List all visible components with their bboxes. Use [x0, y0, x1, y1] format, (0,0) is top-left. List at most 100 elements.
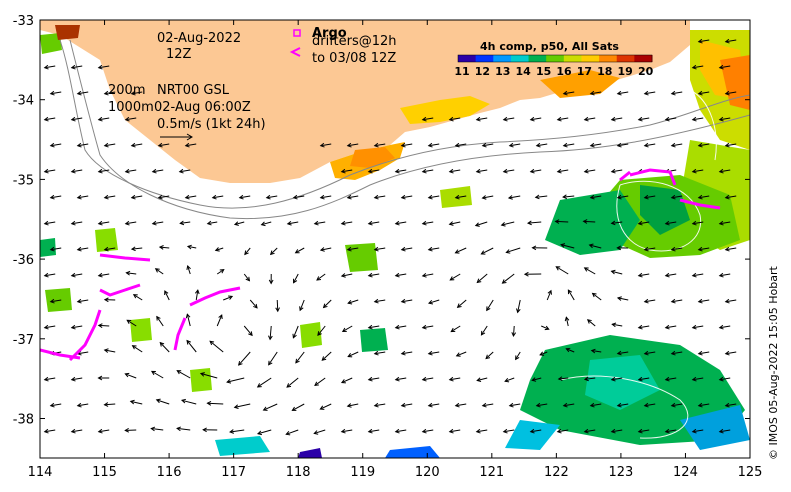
- current-vector: [482, 143, 494, 147]
- current-vector-head: [130, 90, 136, 96]
- current-vector-head: [508, 142, 514, 148]
- current-vector: [180, 221, 191, 224]
- current-vector: [176, 370, 191, 379]
- current-vector: [179, 169, 191, 173]
- current-vector: [77, 299, 89, 303]
- current-vector: [286, 429, 299, 435]
- current-vector-head: [176, 426, 182, 432]
- current-vector-head: [643, 350, 649, 356]
- current-vector-head: [131, 345, 137, 350]
- current-vector-head: [486, 306, 491, 312]
- current-vector: [317, 325, 326, 336]
- current-vector: [725, 91, 737, 95]
- scale-arrow: [160, 133, 193, 141]
- current-vector-head: [43, 428, 49, 434]
- current-vector: [515, 351, 521, 360]
- current-vector: [584, 117, 596, 121]
- current-vector-head: [268, 360, 273, 366]
- current-vector-head: [268, 335, 273, 341]
- current-vector-head: [43, 376, 49, 382]
- current-vector-head: [319, 247, 325, 252]
- current-vector-head: [610, 428, 616, 434]
- current-vector-head: [421, 116, 427, 122]
- date-label: 02-Aug-2022: [157, 31, 242, 46]
- lat-tick-label: -37: [13, 333, 34, 348]
- current-vector: [186, 314, 191, 327]
- current-vector: [368, 377, 380, 381]
- current-vector-head: [589, 142, 595, 148]
- current-vector-head: [159, 341, 165, 347]
- current-vector-head: [448, 376, 454, 382]
- current-vector: [293, 195, 305, 199]
- current-vector: [563, 91, 575, 95]
- current-vector-head: [43, 220, 49, 226]
- product-label: NRT00 GSL: [157, 83, 229, 98]
- current-vector-head: [474, 222, 480, 227]
- current-vector: [159, 342, 170, 353]
- lon-tick-label: 123: [608, 465, 633, 480]
- current-vector: [50, 91, 62, 95]
- current-vector: [455, 403, 467, 407]
- current-vector: [584, 377, 596, 380]
- current-vector: [449, 117, 461, 121]
- current-vector-head: [526, 220, 532, 226]
- current-vector: [665, 377, 677, 381]
- current-vector: [320, 403, 332, 410]
- current-vector: [159, 246, 170, 249]
- current-vector-head: [427, 246, 433, 252]
- current-vector-head: [211, 194, 217, 200]
- current-vector-head: [97, 116, 103, 122]
- current-vector: [506, 247, 521, 253]
- current-vector: [719, 117, 731, 121]
- current-vector: [449, 377, 461, 381]
- current-vector: [671, 143, 683, 147]
- current-vector-head: [480, 250, 486, 255]
- time-label: 12Z: [166, 47, 192, 62]
- current-vector: [719, 273, 731, 277]
- current-vector-head: [610, 168, 616, 174]
- current-vector-head: [697, 142, 703, 148]
- current-vector-head: [565, 347, 571, 353]
- current-vector: [98, 324, 110, 327]
- current-vector: [347, 143, 359, 147]
- current-vector-head: [129, 399, 135, 405]
- current-vector: [455, 143, 467, 147]
- current-vector: [207, 402, 224, 405]
- current-vector-head: [583, 168, 589, 174]
- current-vector: [665, 117, 677, 121]
- current-vector-head: [539, 351, 545, 356]
- current-vector-head: [616, 142, 622, 148]
- lon-tick-label: 118: [286, 465, 311, 480]
- current-vector-head: [367, 220, 373, 226]
- colorbar-frame: [457, 54, 653, 63]
- current-vector-head: [610, 220, 616, 226]
- current-vector: [98, 221, 110, 225]
- current-vector: [374, 299, 386, 303]
- lon-tick-label: 121: [479, 465, 504, 480]
- current-vector: [395, 273, 407, 277]
- current-vector-head: [233, 221, 239, 226]
- current-vector-head: [421, 220, 427, 226]
- current-vector: [428, 403, 440, 407]
- current-vector: [428, 143, 440, 147]
- contour-1000-label: 1000m: [108, 100, 154, 115]
- lon-tick-label: 120: [415, 465, 440, 480]
- current-vector: [292, 403, 305, 411]
- current-vector: [638, 377, 650, 381]
- current-vector-head: [97, 168, 103, 174]
- current-vector: [725, 247, 737, 251]
- current-vector: [71, 169, 83, 173]
- current-vector: [104, 143, 116, 147]
- current-vector-head: [664, 116, 670, 122]
- colorbar-swatch: [493, 55, 512, 62]
- current-vector: [156, 316, 164, 327]
- current-vector: [592, 292, 602, 301]
- current-vector-head: [155, 398, 161, 404]
- current-vector-head: [176, 370, 182, 375]
- current-vector-head: [664, 376, 670, 382]
- current-vector: [422, 377, 434, 381]
- current-vector-head: [346, 403, 352, 408]
- current-vector-head: [346, 194, 352, 200]
- current-vector-head: [718, 220, 724, 226]
- current-vector: [216, 314, 223, 327]
